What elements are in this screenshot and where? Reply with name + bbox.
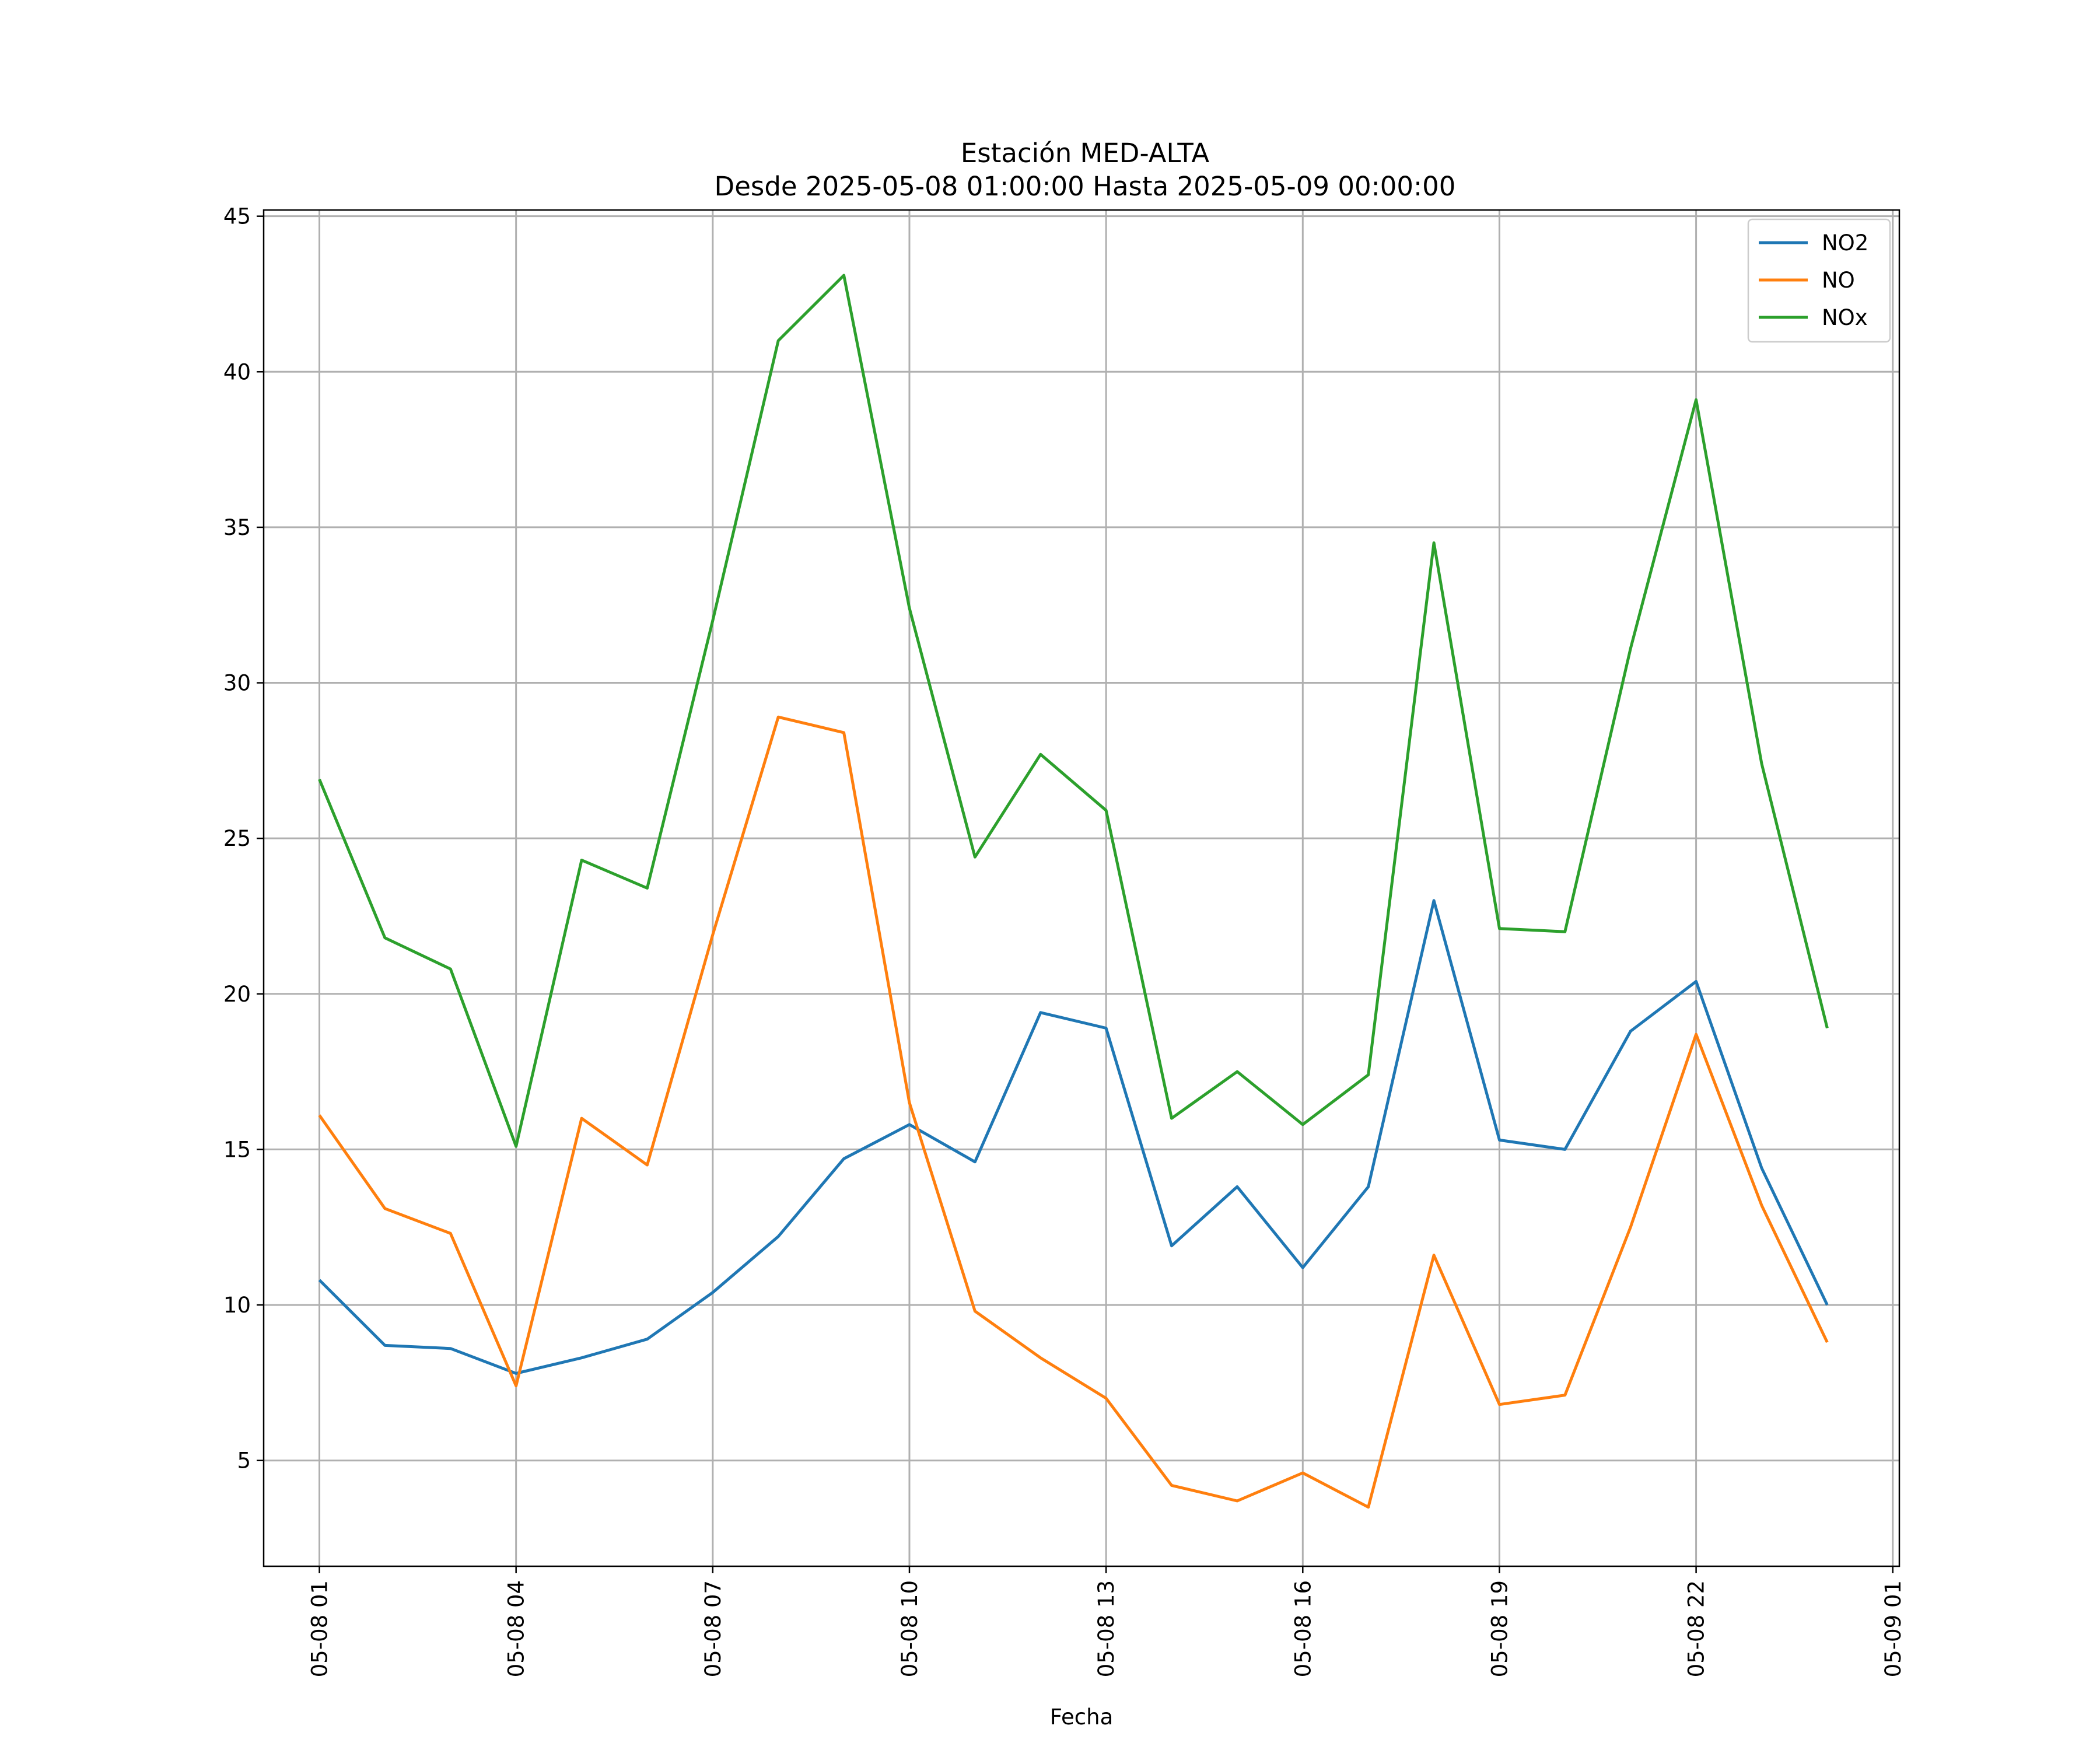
y-tick-label: 45 (223, 204, 251, 229)
chart-subtitle: Desde 2025-05-08 01:00:00 Hasta 2025-05-… (715, 171, 1456, 202)
y-tick-label: 20 (223, 982, 251, 1007)
legend-label-no: NO (1822, 268, 1855, 293)
grid-layer (264, 210, 1899, 1566)
x-axis-label: Fecha (1050, 1704, 1114, 1730)
legend-label-no2: NO2 (1822, 230, 1868, 256)
y-tick-label: 25 (223, 826, 251, 851)
y-tick-label: 15 (223, 1137, 251, 1162)
x-tick-label: 05-08 01 (307, 1580, 332, 1677)
x-tick-label: 05-08 13 (1094, 1580, 1119, 1677)
plot-frame (262, 209, 1901, 1567)
chart-title: Estación MED-ALTA (961, 138, 1210, 169)
y-tick-label: 10 (223, 1293, 251, 1318)
tick-layer: 5 10 15 20 25 30 35 40 45 05-08 01 05-08 04 05-08 0… (223, 204, 1906, 1678)
series-line-no (318, 715, 1829, 1509)
y-tick-label: 5 (237, 1448, 251, 1474)
x-tick-label: 05-09 01 (1881, 1580, 1906, 1677)
legend-label-nox: NOx (1822, 305, 1868, 330)
x-tick-label: 05-08 07 (701, 1580, 726, 1677)
x-tick-label: 05-08 22 (1684, 1580, 1709, 1677)
y-tick-label: 30 (223, 671, 251, 696)
series-line-no2 (318, 899, 1829, 1375)
y-tick-label: 40 (223, 359, 251, 384)
series-layer (318, 274, 1829, 1509)
y-tick-label: 35 (223, 515, 251, 540)
x-tick-label: 05-08 16 (1290, 1580, 1315, 1677)
x-tick-label: 05-08 10 (897, 1580, 922, 1677)
series-line-nox (318, 274, 1829, 1148)
x-tick-label: 05-08 19 (1487, 1580, 1512, 1677)
legend-box (1747, 218, 1891, 343)
legend: NO2 NO NOx (1747, 218, 1891, 343)
x-tick-label: 05-08 04 (504, 1580, 529, 1677)
